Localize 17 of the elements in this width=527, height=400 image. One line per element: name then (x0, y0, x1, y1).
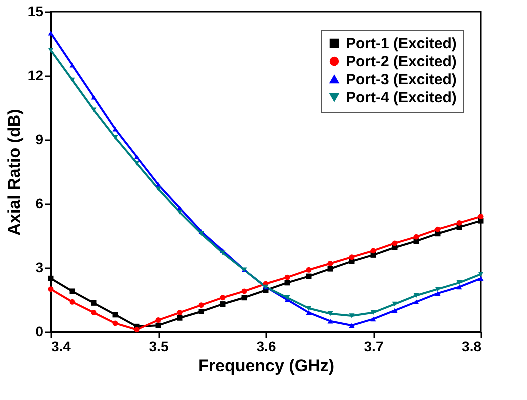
legend-label: Port-2 (Excited) (346, 54, 457, 70)
x-tick-label: 3.5 (149, 338, 169, 354)
x-tick-label: 3.7 (364, 338, 384, 354)
y-tick-label: 3 (36, 260, 44, 276)
y-tick-label: 15 (28, 4, 44, 20)
y-tick-label: 12 (28, 68, 44, 84)
y-axis-title: Axial Ratio (dB) (4, 109, 24, 236)
legend-label: Port-3 (Excited) (346, 72, 457, 88)
x-axis-title: Frequency (GHz) (198, 356, 335, 376)
x-tick-label: 3.4 (52, 338, 72, 354)
x-tick-label: 3.8 (462, 338, 482, 354)
y-tick-label: 0 (36, 324, 44, 340)
legend-label: Port-4 (Excited) (346, 90, 457, 106)
y-tick-label: 6 (36, 196, 44, 212)
legend-label: Port-1 (Excited) (346, 36, 457, 52)
y-tick-label: 9 (36, 132, 44, 148)
x-tick-label: 3.6 (256, 338, 276, 354)
